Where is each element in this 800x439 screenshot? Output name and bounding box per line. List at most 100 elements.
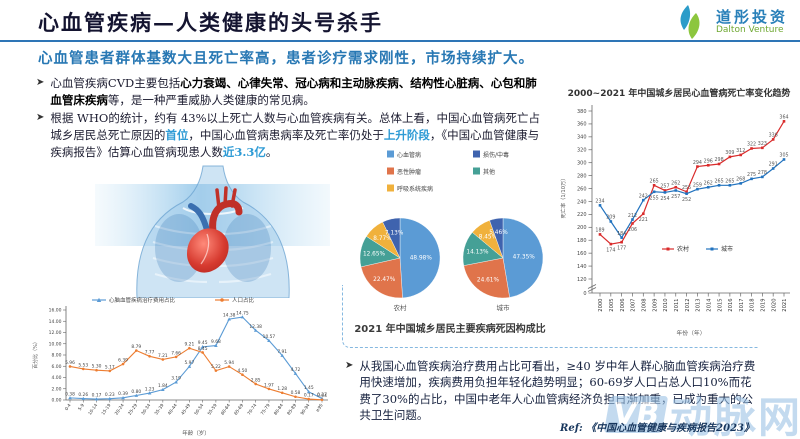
- svg-text:农村: 农村: [677, 245, 689, 253]
- svg-text:5.46%: 5.46%: [489, 230, 508, 236]
- svg-text:120: 120: [577, 277, 587, 283]
- svg-text:221: 221: [639, 217, 648, 223]
- bullet-text: 从我国心血管疾病治疗费用占比可看出，≥40 岁中年人群心脑血管疾病治疗费用快速增…: [359, 359, 756, 422]
- bullet-item: ➤ 心血管疾病CVD主要包括心力衰竭、心律失常、冠心病和主动脉疾病、结构性心脏病…: [36, 75, 541, 108]
- svg-text:265: 265: [714, 179, 723, 185]
- svg-text:2018: 2018: [750, 299, 756, 312]
- svg-text:心脑血管疾病治疗费用占比: 心脑血管疾病治疗费用占比: [109, 296, 176, 304]
- svg-text:1.23: 1.23: [145, 386, 155, 392]
- svg-text:0.17: 0.17: [304, 392, 314, 398]
- svg-text:40-44: 40-44: [167, 402, 179, 416]
- bullet-text: 心血管疾病CVD主要包括心力衰竭、心律失常、冠心病和主动脉疾病、结构性心脏病、心…: [50, 76, 537, 107]
- svg-text:234: 234: [595, 199, 604, 205]
- svg-text:0.39: 0.39: [118, 391, 128, 397]
- svg-text:2013: 2013: [696, 299, 702, 312]
- vena-cava: [188, 203, 210, 233]
- company-logo: 道彤投资 Dalton Venture: [675, 4, 788, 40]
- svg-text:2020: 2020: [771, 299, 777, 312]
- svg-text:212: 212: [628, 213, 637, 219]
- svg-text:380: 380: [577, 109, 587, 115]
- svg-text:心血管病: 心血管病: [397, 151, 421, 159]
- svg-text:294: 294: [693, 160, 702, 166]
- svg-text:人口占比: 人口占比: [232, 296, 255, 304]
- bullet-item: ➤ 根据 WHO的统计，约有 43%以上死亡人数与心血管疾病有关。总体上看，中国…: [36, 110, 541, 160]
- svg-text:262: 262: [704, 180, 713, 186]
- svg-text:35-39: 35-39: [153, 402, 165, 416]
- svg-text:死亡率（1/10万）: 死亡率（1/10万）: [559, 176, 567, 219]
- svg-text:0.04: 0.04: [317, 393, 327, 399]
- page-title: 心血管疾病—人类健康的头号杀手: [38, 10, 383, 35]
- svg-text:70-74: 70-74: [246, 402, 258, 416]
- svg-text:7.21: 7.21: [158, 353, 168, 359]
- svg-text:年份（年）: 年份（年）: [677, 329, 706, 337]
- svg-text:275: 275: [747, 172, 756, 178]
- coronary-vessel: [200, 233, 210, 265]
- svg-text:8.79: 8.79: [131, 344, 141, 350]
- svg-text:291: 291: [769, 162, 778, 168]
- svg-text:呼吸系统疾病: 呼吸系统疾病: [397, 185, 433, 193]
- svg-text:5.53: 5.53: [78, 362, 88, 368]
- svg-text:6.39: 6.39: [118, 357, 128, 363]
- svg-text:1.84: 1.84: [158, 383, 168, 389]
- svg-text:0.80: 0.80: [131, 389, 141, 395]
- svg-text:其他: 其他: [483, 168, 495, 176]
- svg-text:2.00: 2.00: [51, 386, 61, 392]
- svg-text:8.00: 8.00: [51, 353, 61, 359]
- svg-text:≥95: ≥95: [315, 402, 325, 413]
- svg-text:50-54: 50-54: [193, 402, 205, 416]
- svg-text:252: 252: [682, 197, 691, 203]
- svg-text:0.17: 0.17: [92, 392, 102, 398]
- svg-text:189: 189: [595, 228, 604, 234]
- svg-text:180: 180: [577, 238, 587, 244]
- svg-text:12.00: 12.00: [49, 330, 62, 336]
- svg-text:2017: 2017: [739, 299, 745, 312]
- svg-text:0-4: 0-4: [64, 402, 73, 411]
- svg-text:262: 262: [671, 180, 680, 186]
- svg-text:5.30: 5.30: [92, 364, 102, 370]
- svg-text:2011: 2011: [674, 299, 680, 312]
- logo-text-en: Dalton Venture: [715, 25, 784, 36]
- svg-text:12.38: 12.38: [249, 324, 262, 330]
- svg-text:5.17: 5.17: [105, 364, 115, 370]
- svg-text:4.00: 4.00: [51, 375, 61, 381]
- svg-text:0.58: 0.58: [291, 390, 301, 396]
- svg-text:255: 255: [650, 195, 659, 201]
- svg-text:259: 259: [693, 182, 702, 188]
- svg-text:城市: 城市: [721, 245, 733, 253]
- ref-citation: Ref: 《中国心血管健康与疾病报告2023》: [560, 423, 754, 434]
- svg-text:10.57: 10.57: [263, 334, 276, 340]
- svg-text:14.00: 14.00: [49, 319, 62, 325]
- svg-text:2010: 2010: [663, 299, 669, 312]
- svg-text:200: 200: [577, 225, 587, 231]
- svg-text:14.38: 14.38: [223, 313, 236, 319]
- svg-text:268: 268: [736, 177, 745, 183]
- svg-text:47.35%: 47.35%: [513, 254, 536, 260]
- svg-text:90-94: 90-94: [299, 402, 311, 416]
- svg-text:7.13%: 7.13%: [385, 230, 404, 236]
- svg-text:254: 254: [660, 196, 669, 202]
- svg-text:14.75: 14.75: [236, 310, 249, 316]
- svg-text:280: 280: [577, 173, 587, 179]
- svg-text:百分比（%）: 百分比（%）: [32, 339, 39, 369]
- svg-text:260: 260: [577, 186, 587, 192]
- bullet-text: 根据 WHO的统计，约有 43%以上死亡人数与心血管疾病有关。总体上看，中国心血…: [50, 111, 541, 159]
- svg-text:20-24: 20-24: [114, 402, 126, 416]
- svg-text:2000: 2000: [598, 299, 604, 312]
- logo-text-cn: 道彤投资: [715, 7, 788, 26]
- svg-text:2019: 2019: [761, 299, 767, 312]
- bottom-bullet: ➤ 从我国心血管疾病治疗费用占比可看出，≥40 岁中年人群心脑血管疾病治疗费用快…: [345, 358, 763, 425]
- svg-text:140: 140: [577, 264, 587, 270]
- svg-text:2.85: 2.85: [251, 377, 261, 383]
- svg-text:257: 257: [671, 194, 680, 200]
- svg-text:24.61%: 24.61%: [477, 278, 500, 284]
- svg-text:174: 174: [606, 248, 615, 254]
- svg-text:2009: 2009: [652, 299, 658, 312]
- svg-text:278: 278: [758, 170, 767, 176]
- svg-text:320: 320: [577, 148, 587, 154]
- svg-text:323: 323: [758, 141, 767, 147]
- svg-text:5.97: 5.97: [184, 360, 194, 366]
- svg-text:7.66: 7.66: [171, 350, 181, 356]
- svg-text:3.19: 3.19: [171, 375, 181, 381]
- svg-text:160: 160: [577, 251, 587, 257]
- svg-text:22.47%: 22.47%: [373, 277, 396, 283]
